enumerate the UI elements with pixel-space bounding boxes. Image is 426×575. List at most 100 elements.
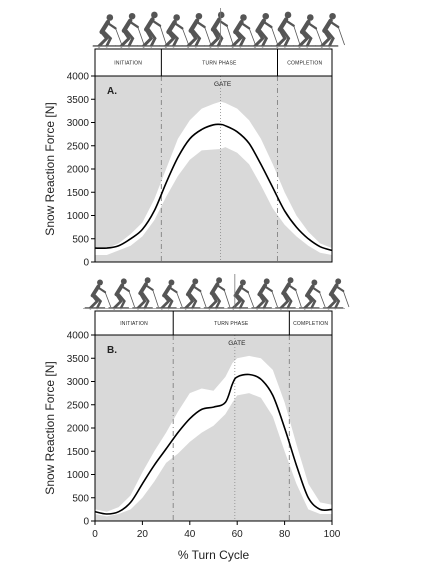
leg	[231, 294, 242, 310]
arm	[307, 22, 318, 30]
pole	[159, 25, 167, 46]
phase-label: TURN PHASE	[202, 61, 237, 67]
leg	[303, 294, 314, 310]
skier-figure	[84, 279, 112, 310]
pole	[271, 290, 278, 308]
pole	[248, 28, 256, 46]
y-tick-label: 3500	[67, 354, 90, 365]
pole	[115, 28, 123, 46]
panel-label: B.	[107, 345, 117, 356]
x-tick-label: 20	[137, 529, 149, 540]
arm	[144, 284, 154, 291]
pole	[128, 290, 135, 308]
y-tick-label: 2000	[67, 424, 90, 435]
arm	[168, 286, 178, 294]
leg	[102, 30, 113, 48]
y-tick-label: 2500	[67, 400, 90, 411]
y-tick-label: 1000	[67, 470, 90, 481]
leg	[147, 28, 157, 48]
x-tick-label: 80	[279, 529, 291, 540]
plot-area	[94, 334, 333, 522]
leg	[125, 29, 135, 48]
leg	[298, 30, 310, 48]
head	[263, 278, 270, 285]
leg	[327, 293, 338, 310]
arm	[129, 20, 139, 29]
arm	[121, 285, 130, 293]
pole	[295, 289, 302, 308]
phase-bar: INITIATION TURN PHASE COMPLETION	[94, 48, 333, 77]
head	[192, 278, 199, 285]
y-tick-label: 500	[72, 493, 89, 504]
arm	[264, 285, 273, 293]
panel-b: INITIATION TURN PHASE COMPLETION 0 500 1000 1…	[43, 274, 350, 562]
leg	[236, 30, 246, 48]
pole	[226, 25, 234, 46]
leg	[117, 293, 126, 310]
plot-area	[94, 75, 333, 263]
arm	[240, 22, 251, 30]
pole	[200, 290, 207, 308]
pole	[271, 26, 279, 46]
leg	[214, 28, 224, 48]
leg	[136, 291, 147, 310]
head	[217, 11, 225, 19]
pole	[181, 28, 190, 46]
skier-figure	[159, 14, 190, 48]
pole	[337, 26, 345, 46]
gate-label: GATE	[214, 81, 232, 88]
skier-figure	[248, 12, 279, 48]
y-tick-label: 2500	[67, 141, 90, 152]
skier-figure	[226, 14, 256, 48]
arm	[216, 284, 226, 291]
phase-bar: INITIATION TURN PHASE COMPLETION	[94, 310, 333, 336]
y-tick-label: 3000	[67, 377, 90, 388]
skier-figure	[179, 278, 207, 310]
arm	[97, 286, 107, 294]
skier-figure	[293, 14, 323, 48]
y-axis-title: Snow Reaction Force [N]	[43, 102, 57, 235]
pole	[176, 291, 183, 308]
leg	[275, 28, 287, 48]
pole	[342, 290, 350, 308]
gate-label: GATE	[228, 340, 246, 347]
head	[335, 278, 342, 285]
leg	[284, 292, 293, 310]
y-tick-label: 1000	[67, 211, 90, 222]
head	[168, 279, 175, 286]
head	[106, 14, 114, 21]
y-tick-label: 0	[83, 258, 89, 269]
arm	[287, 284, 297, 291]
y-tick-label: 1500	[67, 447, 90, 458]
y-axis: 0 500 1000 1500 2000 2500 3000 3500 4000	[67, 331, 95, 528]
leg	[142, 28, 154, 48]
phase-label: COMPLETION	[293, 321, 328, 327]
leg	[258, 29, 269, 48]
y-tick-label: 0	[83, 517, 89, 528]
skier-figure	[181, 12, 212, 48]
panel-a: INITIATION TURN PHASE COMPLETION 0 500 1000 1…	[43, 8, 345, 269]
mean-force-line	[94, 373, 333, 515]
variation-band	[95, 101, 332, 255]
leg	[97, 30, 109, 48]
leg	[112, 293, 123, 310]
head	[128, 12, 136, 20]
y-tick-label: 3000	[67, 118, 90, 129]
phase-label: COMPLETION	[287, 61, 322, 67]
pole	[223, 289, 231, 308]
pole	[319, 291, 326, 308]
x-tick-label: 0	[92, 529, 98, 540]
head	[216, 277, 223, 284]
y-axis: 0 500 1000 1500 2000 2500 3000 3500 4000	[67, 72, 95, 269]
x-tick-label: 40	[184, 529, 196, 540]
arm	[106, 22, 117, 30]
skier-figure	[204, 11, 234, 48]
pole	[152, 289, 159, 308]
skier-figure	[227, 279, 255, 310]
arm	[151, 19, 162, 27]
skier-figure	[299, 279, 326, 310]
phase-bar-frame	[94, 48, 333, 77]
leg	[188, 293, 198, 310]
head	[240, 14, 247, 21]
skier-figure	[115, 12, 145, 48]
